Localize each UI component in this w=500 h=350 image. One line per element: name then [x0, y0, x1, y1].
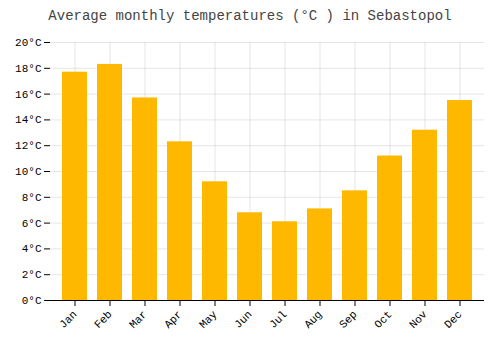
svg-text:Apr: Apr [162, 308, 184, 330]
svg-text:18°C: 18°C [15, 63, 42, 75]
svg-text:Oct: Oct [372, 308, 394, 330]
html-text:Average monthly temperatures (: Average monthly temperatures (°C ) in Se… [48, 8, 452, 24]
svg-text:Nov: Nov [407, 308, 430, 331]
svg-text:10°C: 10°C [15, 166, 42, 178]
svg-text:Aug: Aug [302, 308, 324, 330]
svg-text:Dec: Dec [442, 308, 464, 330]
svg-text:0°C: 0°C [22, 295, 42, 307]
svg-text:12°C: 12°C [15, 140, 42, 152]
svg-text:2°C: 2°C [22, 269, 42, 281]
svg-text:20°C: 20°C [15, 37, 42, 49]
svg-text:14°C: 14°C [15, 114, 42, 126]
svg-text:Jan: Jan [57, 308, 79, 330]
svg-text:Feb: Feb [92, 308, 114, 330]
svg-text:8°C: 8°C [22, 192, 42, 204]
svg-text:16°C: 16°C [15, 89, 42, 101]
svg-text:Jul: Jul [267, 308, 289, 330]
svg-text:May: May [197, 308, 220, 331]
svg-text:Mar: Mar [127, 308, 149, 330]
svg-text:6°C: 6°C [22, 218, 42, 230]
svg-text:Sep: Sep [337, 308, 359, 330]
svg-text:4°C: 4°C [22, 243, 42, 255]
svg-text:Jun: Jun [232, 308, 254, 330]
